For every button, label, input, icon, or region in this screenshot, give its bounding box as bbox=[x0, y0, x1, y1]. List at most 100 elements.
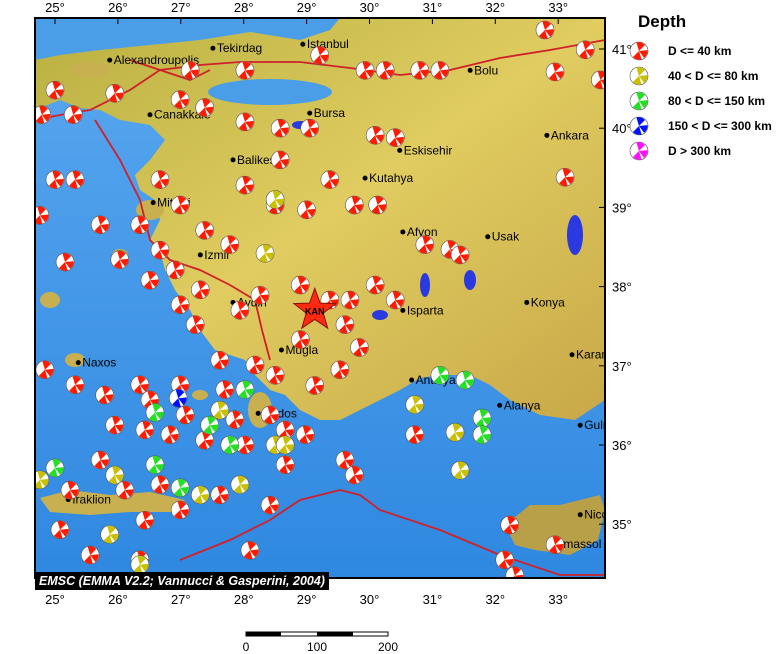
focal-mechanism-beachball bbox=[500, 515, 520, 535]
city-label: Balikesir bbox=[237, 153, 282, 167]
focal-mechanism-beachball bbox=[505, 566, 525, 578]
focal-mechanism-beachball bbox=[365, 126, 385, 145]
focal-mechanism-beachball bbox=[291, 275, 310, 295]
focal-mechanism-beachball bbox=[555, 168, 575, 187]
focal-mechanism-beachball bbox=[190, 280, 210, 300]
focal-mechanism-beachball bbox=[35, 470, 50, 490]
focal-mechanism-beachball bbox=[375, 61, 395, 80]
focal-mechanism-beachball bbox=[220, 235, 240, 254]
focal-mechanism-beachball bbox=[160, 425, 180, 445]
fault-line bbox=[35, 39, 605, 121]
focal-mechanism-beachball bbox=[65, 170, 85, 189]
focal-mechanism-beachball bbox=[235, 380, 255, 399]
focal-mechanism-beachball bbox=[90, 450, 110, 470]
city-label: Ankara bbox=[551, 128, 589, 142]
focal-mechanism-beachball bbox=[297, 200, 316, 220]
city-label: Bolu bbox=[474, 63, 498, 77]
longitude-tick-label: 28° bbox=[234, 0, 254, 15]
longitude-tick-label: 28° bbox=[234, 592, 254, 607]
focal-mechanism-beachball bbox=[245, 355, 265, 375]
focal-mechanism-beachball bbox=[65, 375, 85, 395]
focal-mechanism-beachball bbox=[575, 40, 595, 60]
city-dot bbox=[278, 347, 284, 353]
city-dot bbox=[75, 360, 81, 366]
focal-mechanism-beachball bbox=[335, 450, 355, 470]
focal-mechanism-beachball bbox=[300, 118, 320, 138]
beachball-symbol bbox=[629, 66, 649, 85]
focal-mechanism-beachball bbox=[225, 410, 245, 429]
focal-mechanism-beachball bbox=[305, 376, 325, 395]
beachball-symbol bbox=[629, 41, 649, 60]
latitude-tick-label: 40° bbox=[612, 121, 632, 136]
graticule-labels: 25° 25° 26° 26° 27° 27° 28° 28° 29° 29° 30° 30° 31° 3… bbox=[45, 0, 632, 607]
focal-mechanism-beachball bbox=[220, 435, 240, 455]
focal-mechanism-beachball bbox=[320, 170, 340, 189]
focal-mechanism-beachball bbox=[368, 195, 387, 215]
legend-item: D > 300 km bbox=[628, 138, 780, 163]
focal-mechanism-beachball bbox=[210, 485, 230, 505]
focal-mechanism-beachball bbox=[200, 415, 220, 435]
focal-mechanism-beachball bbox=[310, 46, 330, 65]
latitude-tick-label: 41° bbox=[612, 42, 632, 57]
city-label: Tekirdag bbox=[217, 41, 262, 55]
longitude-tick-label: 27° bbox=[171, 592, 191, 607]
beachball-icon bbox=[629, 141, 649, 160]
focal-mechanism-beachball bbox=[180, 61, 200, 80]
longitude-tick-label: 25° bbox=[45, 0, 65, 15]
beachball-icon bbox=[629, 66, 649, 85]
focal-mechanism-beachball bbox=[55, 252, 75, 272]
city-dot bbox=[577, 512, 583, 518]
focal-mechanism-beachball bbox=[255, 244, 275, 263]
focal-mechanism-beachball bbox=[472, 425, 492, 445]
longitude-tick-label: 31° bbox=[423, 0, 443, 15]
legend-title: Depth bbox=[638, 12, 687, 31]
focal-mechanism-beachball bbox=[365, 275, 385, 295]
city-dot bbox=[497, 402, 503, 408]
focal-mechanism-beachball bbox=[170, 295, 190, 315]
beachball-icon bbox=[629, 91, 649, 110]
city-label: Gulnar bbox=[584, 418, 620, 432]
focal-mechanism-beachball bbox=[105, 415, 125, 435]
focal-mechanism-beachball bbox=[340, 290, 360, 310]
longitude-tick-label: 30° bbox=[360, 592, 380, 607]
focal-mechanism-beachball bbox=[185, 315, 205, 334]
longitude-tick-label: 30° bbox=[360, 0, 380, 15]
focal-mechanism-beachball bbox=[150, 170, 170, 189]
longitude-tick-label: 29° bbox=[297, 592, 317, 607]
city-dot bbox=[467, 67, 473, 73]
anatolia-land bbox=[35, 18, 605, 420]
focal-mechanism-beachball bbox=[235, 435, 255, 455]
city-label: Naxos bbox=[82, 356, 116, 370]
beachball-symbol bbox=[629, 91, 649, 110]
focal-mechanism-beachball bbox=[455, 370, 475, 390]
city-dot bbox=[400, 229, 406, 235]
sea-of-marmara bbox=[208, 79, 332, 105]
depth-legend: Depth D <= 40 km 40 < D <= 80 km 80 < D <=… bbox=[628, 12, 780, 163]
city-dot bbox=[210, 45, 216, 51]
city-dot bbox=[147, 112, 153, 118]
focal-mechanism-beachball bbox=[260, 495, 280, 515]
focal-mechanism-beachball bbox=[95, 385, 114, 405]
focal-mechanism-beachball bbox=[296, 425, 315, 445]
focal-mechanism-beachball bbox=[35, 206, 50, 225]
focal-mechanism-beachball bbox=[410, 61, 430, 80]
city-label: Iraklion bbox=[72, 493, 111, 507]
focal-mechanism-beachball bbox=[195, 221, 215, 240]
longitude-tick-label: 26° bbox=[108, 592, 128, 607]
focal-mechanism-beachball bbox=[105, 465, 125, 485]
scale-label-0: 0 bbox=[242, 640, 250, 654]
city-dot bbox=[307, 110, 313, 116]
focal-mechanism-beachball bbox=[150, 475, 170, 494]
focal-mechanism-beachball bbox=[35, 105, 52, 125]
focal-mechanism-beachball bbox=[235, 175, 255, 195]
focal-mechanism-beachball bbox=[145, 455, 165, 475]
legend-item: D <= 40 km bbox=[628, 38, 780, 63]
focal-mechanism-beachball bbox=[545, 535, 565, 555]
city-label: Limassol bbox=[554, 537, 601, 551]
longitude-tick-label: 25° bbox=[45, 592, 65, 607]
city-dot bbox=[397, 147, 403, 153]
focal-mechanism-beachball bbox=[110, 250, 130, 269]
focal-mechanism-beachball bbox=[450, 461, 470, 480]
beachball-icon bbox=[629, 41, 649, 60]
